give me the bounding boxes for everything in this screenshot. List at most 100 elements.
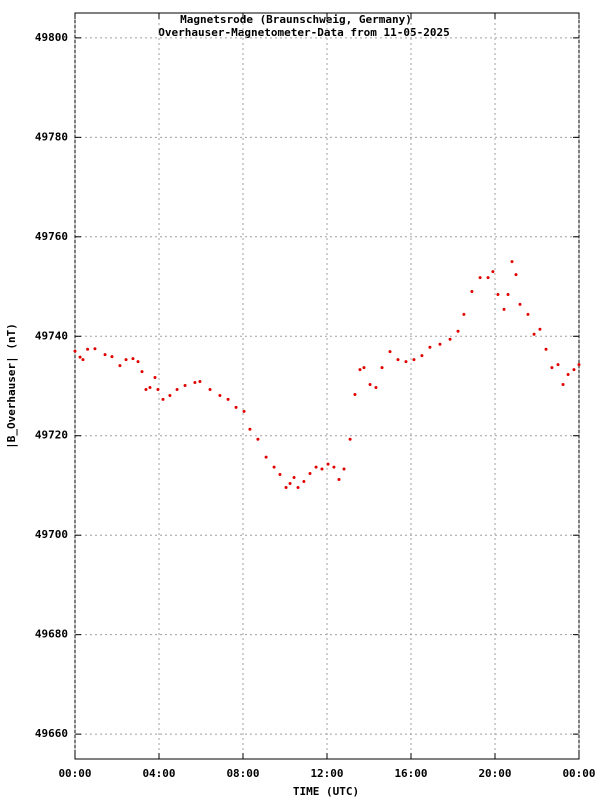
data-point — [556, 363, 560, 367]
x-axis-label: TIME (UTC) — [293, 785, 359, 798]
data-point — [502, 307, 506, 311]
data-point — [566, 373, 570, 377]
data-point — [420, 354, 424, 358]
data-point — [118, 364, 122, 368]
data-point — [486, 276, 490, 280]
data-point — [438, 342, 442, 346]
data-point — [198, 380, 202, 384]
data-point — [496, 292, 500, 296]
data-point — [124, 358, 128, 362]
data-point — [302, 479, 306, 483]
data-point — [242, 409, 246, 413]
data-point — [388, 350, 392, 354]
data-point — [156, 387, 160, 391]
y-tick-label: 49660 — [35, 727, 68, 740]
x-tick-label: 16:00 — [394, 767, 427, 780]
x-tick-label: 00:00 — [562, 767, 595, 780]
x-tick-label: 04:00 — [142, 767, 175, 780]
y-tick-label: 49780 — [35, 130, 68, 143]
data-point — [183, 384, 187, 388]
data-point — [148, 385, 152, 389]
y-tick-label: 49720 — [35, 429, 68, 442]
data-point — [462, 312, 466, 316]
data-point — [272, 465, 276, 469]
chart-subtitle: Overhauser-Magnetometer-Data from 11-05-… — [158, 26, 449, 39]
data-point — [193, 381, 197, 385]
data-point — [175, 387, 179, 391]
data-point — [93, 347, 97, 351]
data-point — [218, 393, 222, 397]
data-point — [412, 358, 416, 362]
data-point — [532, 332, 536, 336]
chart-title: Magnetsrode (Braunschweig, Germany) — [180, 13, 412, 26]
data-point — [168, 393, 172, 397]
data-point — [226, 397, 230, 401]
x-tick-label: 00:00 — [58, 767, 91, 780]
data-point — [86, 347, 90, 351]
data-point — [396, 358, 400, 362]
data-point — [404, 360, 408, 364]
data-point — [518, 302, 522, 306]
x-tick-label: 08:00 — [226, 767, 259, 780]
data-point — [153, 376, 157, 380]
data-point — [380, 366, 384, 370]
data-point — [448, 337, 452, 341]
data-point — [264, 455, 268, 459]
data-point — [284, 485, 288, 489]
data-point — [342, 467, 346, 471]
data-point — [368, 383, 372, 387]
data-point — [510, 260, 514, 264]
data-point — [478, 276, 482, 280]
y-tick-label: 49700 — [35, 528, 68, 541]
data-point — [292, 476, 296, 480]
y-tick-label: 49800 — [35, 31, 68, 44]
y-axis-label: |B_Overhauser| (nT) — [5, 323, 18, 449]
y-tick-label: 49680 — [35, 628, 68, 641]
data-point — [256, 437, 260, 441]
data-point — [506, 292, 510, 296]
x-tick-label: 12:00 — [310, 767, 343, 780]
data-point — [73, 349, 77, 353]
data-point — [296, 485, 300, 489]
data-point — [110, 355, 114, 359]
y-tick-label: 49740 — [35, 329, 68, 342]
data-point — [362, 366, 366, 370]
data-point — [514, 273, 518, 277]
data-point — [308, 472, 312, 476]
data-point — [234, 405, 238, 409]
data-point — [491, 270, 495, 274]
data-point — [248, 427, 252, 431]
data-point — [374, 385, 378, 389]
data-point — [561, 383, 565, 387]
data-point — [337, 477, 341, 481]
data-point — [538, 327, 542, 331]
data-point — [353, 392, 357, 396]
data-point — [332, 465, 336, 469]
data-point — [456, 329, 460, 333]
data-point — [544, 347, 548, 351]
data-point — [326, 462, 330, 466]
data-point — [136, 360, 140, 364]
data-point — [320, 467, 324, 471]
data-point — [140, 370, 144, 374]
x-tick-label: 20:00 — [478, 767, 511, 780]
data-point — [278, 473, 282, 477]
data-point — [577, 363, 581, 367]
data-point — [470, 290, 474, 294]
data-point — [288, 481, 292, 485]
data-point — [78, 355, 82, 359]
data-point — [81, 358, 85, 362]
data-point — [131, 357, 135, 361]
data-point — [161, 397, 165, 401]
data-point — [314, 465, 318, 469]
data-point — [348, 437, 352, 441]
data-point — [103, 353, 107, 357]
data-point — [550, 366, 554, 370]
data-point — [572, 368, 576, 372]
data-point — [358, 368, 362, 372]
data-point — [428, 345, 432, 349]
data-point — [208, 387, 212, 391]
data-point — [144, 387, 148, 391]
